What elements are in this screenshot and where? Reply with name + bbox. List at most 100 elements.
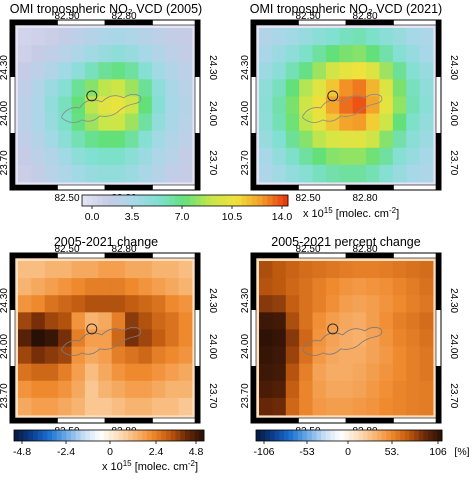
heatmap-cell bbox=[98, 312, 113, 330]
heatmap-cell bbox=[339, 363, 354, 382]
y-tick-label-right: 24.00 bbox=[207, 101, 218, 126]
heatmap-cell bbox=[178, 96, 193, 114]
heatmap-cell bbox=[272, 397, 287, 416]
heatmap-cell bbox=[392, 397, 407, 416]
heatmap-cell bbox=[419, 130, 434, 149]
heatmap-cell bbox=[58, 278, 72, 296]
heatmap-cell bbox=[272, 45, 287, 63]
x-tick-label-top: 82.50 bbox=[54, 11, 79, 22]
heatmap-cell bbox=[151, 62, 166, 80]
heatmap-cell bbox=[419, 295, 434, 313]
heatmap-cell bbox=[406, 397, 421, 416]
colorbar-tick-label: -53 bbox=[299, 446, 314, 458]
heatmap-cell bbox=[352, 278, 367, 296]
colorbar-tick-label: 3.5 bbox=[125, 211, 140, 223]
heatmap-cell bbox=[406, 62, 421, 80]
heatmap-cell bbox=[406, 96, 421, 114]
y-tick-label-left: 24.30 bbox=[0, 288, 10, 313]
heatmap-cell bbox=[272, 79, 287, 97]
heatmap-cell bbox=[151, 164, 166, 183]
heatmap-cell bbox=[44, 147, 59, 166]
x-tick-label-top: 82.80 bbox=[352, 11, 377, 22]
colorbar-3: -106 -53 0 53. 106 [%] bbox=[253, 429, 470, 458]
heatmap-cell bbox=[366, 397, 380, 416]
colorbar-tick-label: 106 bbox=[429, 446, 447, 458]
heatmap-cell bbox=[299, 363, 313, 382]
heatmap-cell bbox=[31, 164, 46, 183]
heatmap-cell bbox=[125, 380, 139, 399]
heatmap-cell bbox=[299, 45, 313, 63]
heatmap-cell bbox=[151, 147, 166, 166]
heatmap-cell bbox=[392, 147, 407, 166]
heatmap-cell bbox=[339, 62, 354, 80]
heatmap-cell bbox=[44, 312, 59, 330]
heatmap-cell bbox=[18, 380, 32, 399]
heatmap-cell bbox=[98, 45, 113, 63]
heatmap-cell bbox=[111, 113, 126, 132]
heatmap-cell bbox=[406, 363, 421, 382]
heatmap-cell bbox=[44, 380, 59, 399]
colorbar-tick-label: -4.8 bbox=[13, 446, 31, 458]
x-tick-label-top: 82.50 bbox=[295, 11, 320, 22]
heatmap-cell bbox=[325, 28, 340, 46]
heatmap-cell bbox=[84, 147, 99, 166]
heatmap-cell bbox=[71, 113, 86, 132]
heatmap-cell bbox=[71, 329, 86, 347]
heatmap-cell bbox=[111, 147, 126, 166]
heatmap-cell bbox=[125, 278, 139, 296]
panel-2: 82.50 82.50 82.80 82.80 24.30 24.30 24.00 24.00… bbox=[240, 11, 459, 204]
heatmap-cell bbox=[379, 397, 394, 416]
heatmap-cell bbox=[18, 130, 32, 149]
heatmap-cell bbox=[285, 79, 300, 97]
heatmap-cell bbox=[339, 397, 354, 416]
heatmap-cell bbox=[339, 278, 354, 296]
heatmap-cell bbox=[312, 329, 327, 347]
heatmap-cell bbox=[125, 312, 139, 330]
heatmap-cell bbox=[379, 363, 394, 382]
colorbar-tick-label: 0 bbox=[345, 446, 351, 458]
heatmap-cell bbox=[138, 28, 153, 46]
panel-3-title: 2005-2021 change bbox=[54, 235, 158, 249]
heatmap-cell bbox=[165, 261, 180, 279]
heatmap-cell bbox=[299, 261, 313, 279]
heatmap-cell bbox=[165, 312, 180, 330]
heatmap-cell bbox=[299, 79, 313, 97]
heatmap-cell bbox=[312, 295, 327, 313]
heatmap-cell bbox=[98, 96, 113, 114]
heatmap-cell bbox=[272, 295, 287, 313]
heatmap-cell bbox=[285, 363, 300, 382]
heatmap-cell bbox=[84, 295, 99, 313]
heatmap-cell bbox=[71, 380, 86, 399]
heatmap-cell bbox=[285, 397, 300, 416]
heatmap-cell bbox=[151, 363, 166, 382]
site-marker bbox=[327, 323, 339, 335]
heatmap-cell bbox=[259, 295, 273, 313]
panel-3: 82.5082.5082.8082.8024.3024.3024.0024.00… bbox=[0, 244, 218, 437]
heatmap-cell bbox=[406, 147, 421, 166]
heatmap-cell bbox=[98, 79, 113, 97]
heatmap-cell bbox=[165, 45, 180, 63]
heatmap-cell bbox=[312, 28, 327, 46]
heatmap-cell bbox=[58, 147, 72, 166]
heatmap-cell bbox=[352, 397, 367, 416]
heatmap-cell bbox=[379, 130, 394, 149]
heatmap-cell bbox=[272, 329, 287, 347]
heatmap-cell bbox=[151, 278, 166, 296]
heatmap-cell bbox=[272, 363, 287, 382]
heatmap-cell bbox=[71, 312, 86, 330]
heatmap-cell bbox=[138, 380, 153, 399]
y-tick-label-left: 24.00 bbox=[240, 101, 251, 126]
heatmap-cell bbox=[18, 147, 32, 166]
heatmap-cell bbox=[125, 147, 139, 166]
heatmap-cell bbox=[312, 397, 327, 416]
heatmap-cell bbox=[339, 28, 354, 46]
heatmap-cell bbox=[98, 147, 113, 166]
heatmap-cell bbox=[406, 329, 421, 347]
y-tick-label-left: 24.30 bbox=[240, 55, 251, 80]
heatmap-cell bbox=[352, 312, 367, 330]
heatmap-cell bbox=[299, 397, 313, 416]
heatmap-cell bbox=[84, 261, 99, 279]
heatmap-cell bbox=[18, 79, 32, 97]
heatmap-cell bbox=[58, 79, 72, 97]
heatmap-cell bbox=[406, 113, 421, 132]
